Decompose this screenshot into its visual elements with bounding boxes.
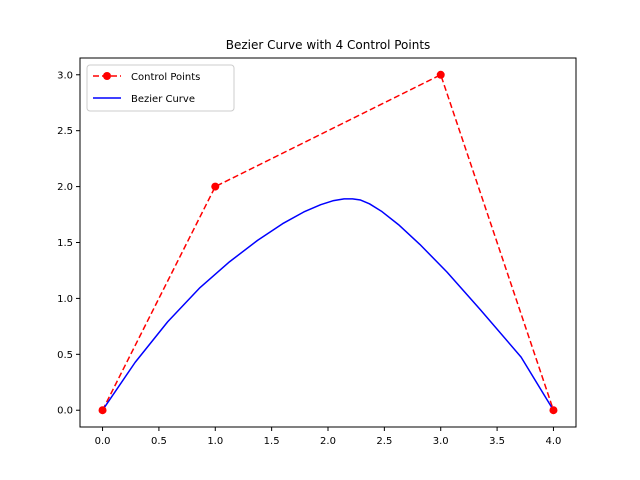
x-tick-label: 0.5: [151, 436, 167, 447]
control-points-line: [101, 73, 555, 411]
control-point-marker: [436, 70, 445, 79]
control-point-marker: [98, 406, 107, 415]
legend-bezier-curve-label: Bezier Curve: [131, 94, 195, 105]
axes-frame: [79, 57, 577, 428]
x-tick-label: 0.0: [95, 436, 111, 447]
y-tick-label: 0.5: [57, 350, 73, 361]
control-point-marker: [549, 406, 558, 415]
y-axis: 0.0 0.5 1.0 1.5 2.0 2.5 3.0: [57, 70, 80, 417]
legend-box: [86, 64, 235, 112]
x-tick-label: 1.5: [264, 436, 280, 447]
chart-title: Bezier Curve with 4 Control Points: [226, 38, 431, 52]
y-tick-label: 2.0: [57, 182, 73, 193]
x-tick-label: 2.5: [376, 436, 392, 447]
x-tick-label: 3.5: [489, 436, 505, 447]
plot-area: [98, 70, 558, 415]
y-tick-label: 3.0: [57, 70, 73, 81]
x-tick-label: 3.0: [433, 436, 449, 447]
y-tick-label: 1.0: [57, 294, 73, 305]
y-tick-label: 0.0: [57, 406, 73, 417]
legend-control-points-marker: [103, 72, 111, 80]
y-tick-label: 2.5: [57, 126, 73, 137]
legend: Control Points Bezier Curve: [86, 64, 235, 112]
x-axis: 0.0 0.5 1.0 1.5 2.0 2.5 3.0 3.5 4.0: [95, 427, 562, 447]
x-tick-label: 1.0: [207, 436, 223, 447]
control-point-marker: [211, 182, 220, 191]
x-tick-label: 2.0: [320, 436, 336, 447]
y-tick-label: 1.5: [57, 238, 73, 249]
legend-control-points-label: Control Points: [131, 72, 200, 83]
bezier-curve-line: [101, 198, 555, 411]
x-tick-label: 4.0: [546, 436, 562, 447]
